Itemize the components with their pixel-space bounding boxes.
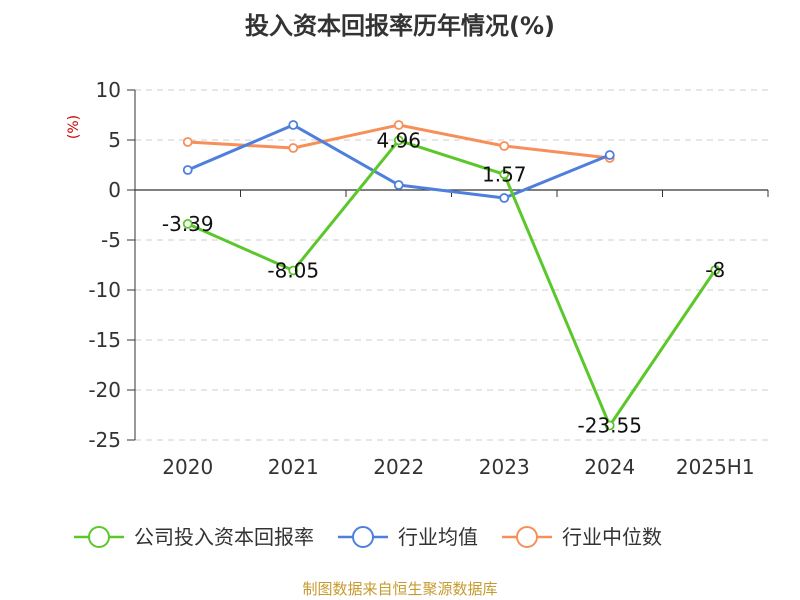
legend-label: 行业均值 [398, 525, 478, 549]
legend-marker [352, 526, 374, 548]
y-tick-label: -15 [88, 328, 121, 352]
y-tick-label: -20 [88, 378, 121, 402]
x-tick-label: 2022 [373, 455, 424, 479]
data-point [710, 265, 721, 275]
y-tick-label: 5 [108, 128, 121, 152]
data-point [288, 143, 299, 153]
data-point [604, 150, 615, 160]
data-point [182, 137, 193, 147]
legend-industry-median[interactable]: 行业中位数 [502, 525, 662, 549]
x-tick-label: 2020 [162, 455, 213, 479]
data-point [182, 165, 193, 175]
legend-industry-average[interactable]: 行业均值 [338, 525, 478, 549]
source-note: 制图数据来自恒生聚源数据库 [302, 580, 497, 598]
data-point [604, 420, 615, 431]
legend-company-roic[interactable]: 公司投入资本回报率 [74, 525, 314, 549]
data-label: -3.39 [162, 212, 214, 236]
data-label: 1.57 [482, 162, 527, 186]
data-label: 4.96 [376, 128, 421, 152]
data-point [288, 265, 299, 276]
y-tick-label: -25 [88, 428, 121, 452]
data-point [288, 120, 299, 130]
x-tick-label: 2021 [268, 455, 319, 479]
data-label: -23.55 [578, 414, 642, 438]
series-industry-average [182, 120, 615, 203]
legend-marker [516, 526, 538, 548]
x-tick-label: 2024 [584, 455, 635, 479]
legend-marker [88, 526, 110, 548]
legend-label: 公司投入资本回报率 [134, 525, 314, 549]
y-tick-label: 0 [108, 178, 121, 202]
x-tick-label: 2023 [479, 455, 530, 479]
y-axis-unit: (%) [66, 115, 82, 139]
grid [135, 89, 768, 441]
data-label: -8 [705, 258, 725, 282]
data-labels: -3.39 -8.05 4.96 1.57 -23.55 -8 [162, 128, 725, 437]
data-point [182, 218, 193, 229]
data-point [499, 141, 510, 151]
x-tick-label: 2025H1 [676, 455, 755, 479]
data-point [393, 120, 404, 130]
data-point [499, 193, 510, 203]
data-label: -8.05 [267, 259, 319, 283]
y-tick-label: -10 [88, 278, 121, 302]
data-point [393, 135, 404, 146]
data-point [393, 180, 404, 190]
data-point [499, 169, 510, 180]
y-tick-label: 10 [96, 78, 121, 102]
legend-label: 行业中位数 [562, 525, 662, 549]
series-line [187, 138, 717, 427]
series [182, 120, 721, 431]
axes: 10 5 0 -5 -10 -15 -20 -25 2020 2021 2022 2023 2024 20… [88, 78, 769, 479]
chart-title: 投入资本回报率历年情况(%) [245, 12, 555, 40]
series-company-roic [182, 135, 721, 431]
y-tick-label: -5 [101, 228, 121, 252]
legend: 公司投入资本回报率 行业均值 行业中位数 [74, 525, 662, 549]
